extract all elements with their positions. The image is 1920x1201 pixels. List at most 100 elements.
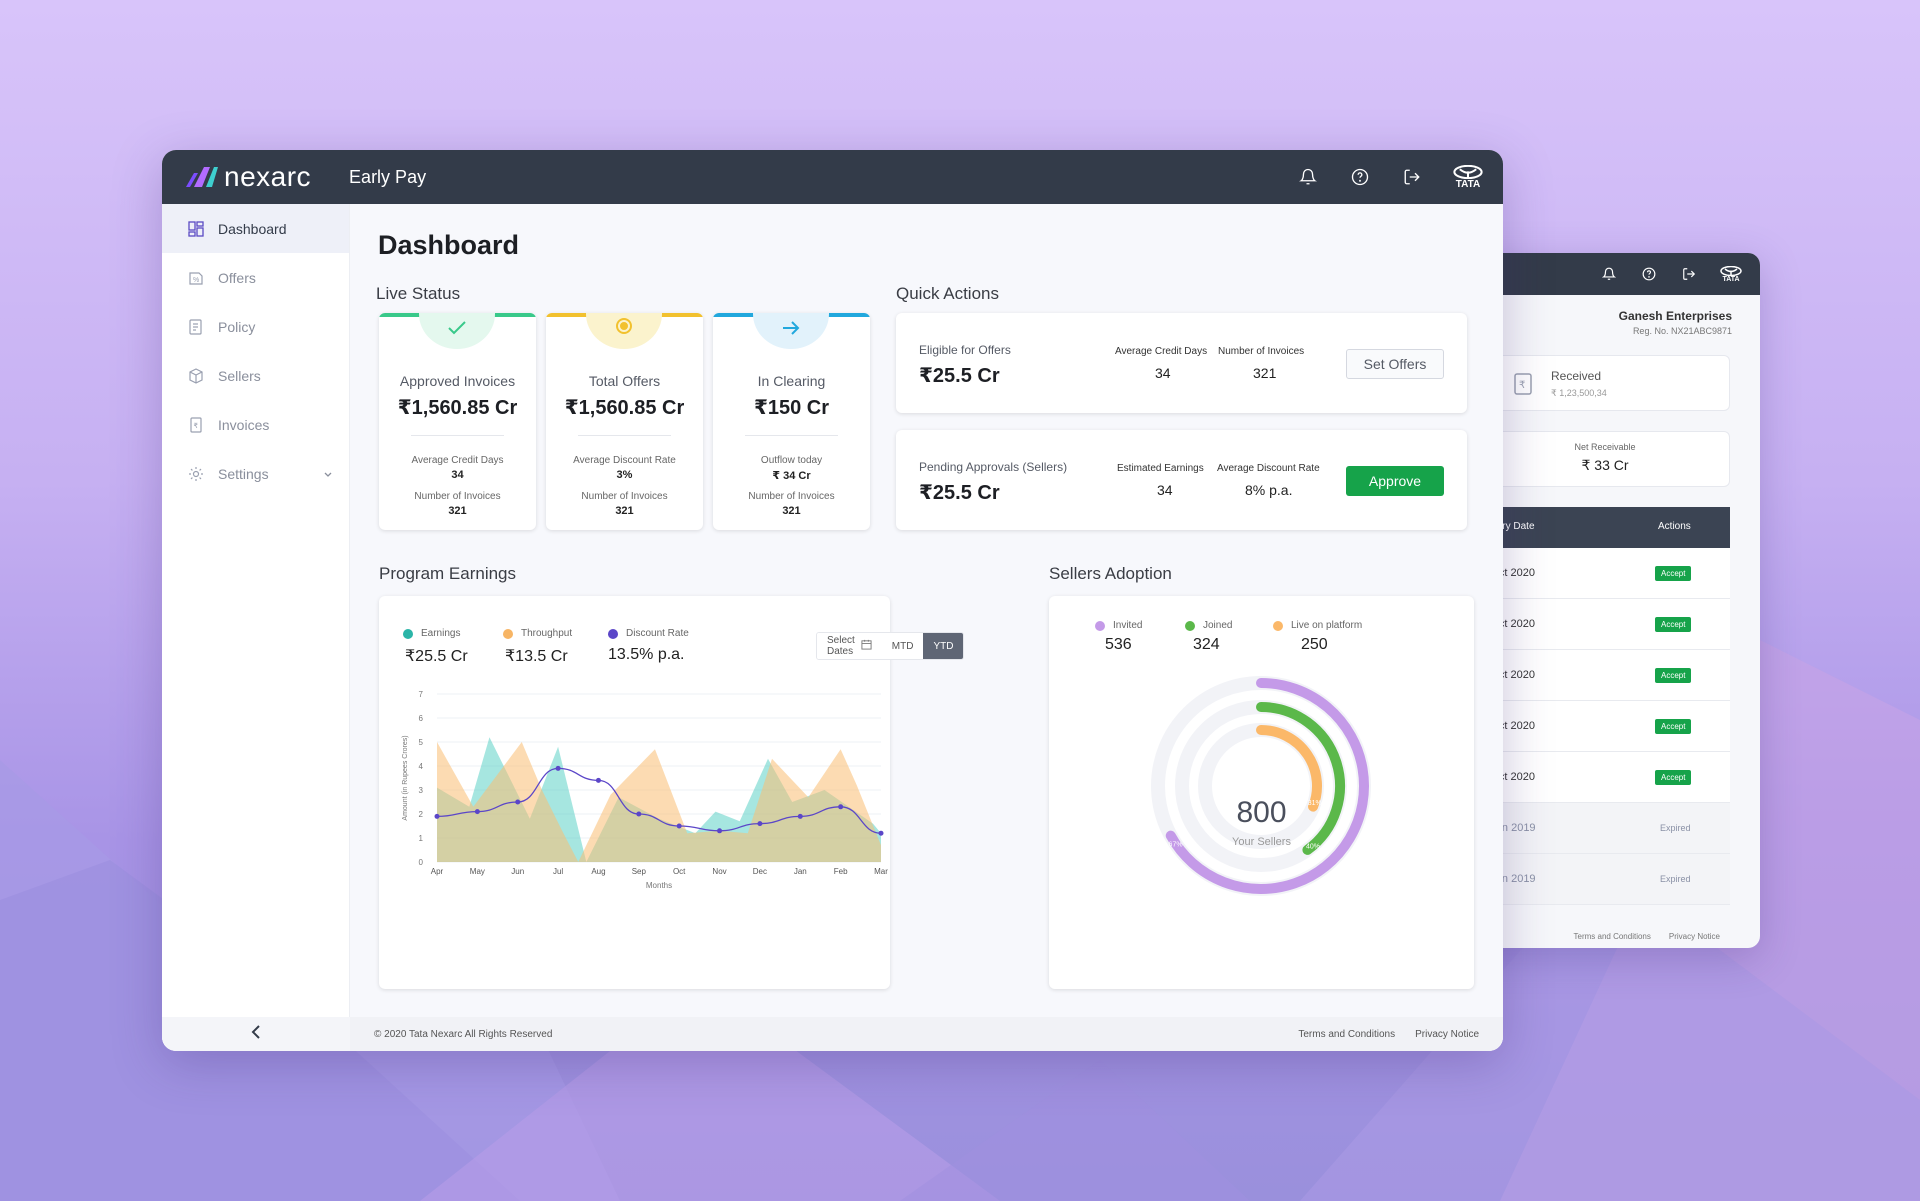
brand-logo[interactable]: nexarc: [186, 161, 311, 193]
qa-label: Eligible for Offers: [919, 343, 1011, 357]
legend-live-value: 250: [1301, 636, 1328, 653]
legend-invited: Invited: [1095, 620, 1142, 631]
approved-invoices-card[interactable]: Approved Invoices ₹1,560.85 Cr Average C…: [379, 313, 536, 530]
help-icon[interactable]: [1349, 166, 1371, 188]
card-sub-label: Number of Invoices: [748, 491, 835, 502]
discount-rate-point: [878, 830, 884, 836]
net-receivable-value: ₹ 33 Cr: [1581, 457, 1629, 473]
tata-logo: TATA: [1453, 164, 1483, 190]
sidebar-item-invoices[interactable]: ₹ Invoices: [162, 400, 349, 449]
legend-discount-rate-value: 13.5% p.a.: [608, 646, 685, 663]
qa-value: ₹25.5 Cr: [919, 482, 1000, 504]
discount-rate-point: [474, 809, 480, 815]
qa-stat-value: 8% p.a.: [1245, 482, 1293, 498]
accept-button[interactable]: Accept: [1655, 668, 1692, 683]
sidebar-item-sellers[interactable]: Sellers: [162, 351, 349, 400]
qa-stat-label: Average Discount Rate: [1217, 463, 1320, 474]
qa-stat-value: 34: [1155, 365, 1171, 381]
legend-live: Live on platform: [1273, 620, 1362, 631]
x-tick-label: May: [470, 867, 485, 876]
check-icon: [447, 320, 467, 341]
sidebar-item-offers[interactable]: % Offers: [162, 253, 349, 302]
discount-rate-point: [717, 828, 723, 834]
sidebar-item-label: Settings: [218, 465, 269, 482]
target-icon: [614, 316, 634, 341]
calendar-icon: [861, 639, 872, 653]
y-tick-label: 6: [419, 714, 424, 723]
invited-ring-arc: [1165, 678, 1369, 894]
program-earnings-title: Program Earnings: [379, 564, 517, 583]
set-offers-button[interactable]: Set Offers: [1346, 349, 1444, 379]
received-label: Received: [1551, 369, 1602, 383]
legend-throughput-value: ₹13.5 Cr: [505, 648, 568, 665]
copyright-text: © 2020 Tata Nexarc All Rights Reserved: [374, 1028, 553, 1040]
privacy-link[interactable]: Privacy Notice: [1668, 931, 1720, 941]
date-range-selector: Select Dates MTD YTD: [816, 632, 965, 660]
logout-icon[interactable]: [1401, 166, 1423, 188]
app-title: Early Pay: [349, 166, 427, 187]
dashboard-icon: [188, 220, 204, 237]
live-ring-arc: [1256, 725, 1322, 812]
logout-icon[interactable]: [1680, 265, 1698, 283]
accept-button[interactable]: Accept: [1655, 719, 1692, 734]
sidebar-item-label: Offers: [218, 269, 256, 286]
x-tick-label: Feb: [834, 867, 848, 876]
notification-bell-icon[interactable]: [1297, 166, 1319, 188]
legend-throughput: Throughput: [503, 628, 572, 639]
terms-link[interactable]: Terms and Conditions: [1298, 1028, 1396, 1040]
x-tick-label: Aug: [591, 867, 605, 876]
receipt-icon: ₹: [1513, 372, 1533, 401]
x-tick-label: Dec: [753, 867, 767, 876]
discount-rate-point: [838, 804, 844, 810]
card-sub-value: 34: [451, 469, 464, 481]
privacy-link[interactable]: Privacy Notice: [1415, 1028, 1479, 1040]
earnings-area-chart: 0 1 2 3 4 5 6 7 Apr May Jun Jul Aug Sep Oct Nov Dec Jan Fe…: [402, 690, 888, 890]
discount-rate-point: [636, 811, 642, 817]
discount-rate-point: [555, 765, 561, 771]
card-sub-value: 321: [782, 505, 801, 517]
net-receivable-label: Net Receivable: [1574, 442, 1636, 452]
sidebar-item-settings[interactable]: Settings: [162, 449, 349, 498]
main-content: Dashboard Live Status Quick Actions Appr…: [350, 204, 1503, 1051]
main-window: nexarc Early Pay TATA Dashboard: [162, 150, 1503, 1051]
policy-icon: [188, 318, 204, 335]
card-label: Total Offers: [588, 373, 661, 389]
ytd-tab[interactable]: YTD: [923, 633, 964, 659]
card-sub-label: Number of Invoices: [414, 491, 501, 502]
live-status-title: Live Status: [376, 284, 461, 303]
accept-button[interactable]: Accept: [1655, 566, 1692, 581]
sellers-icon: [188, 367, 204, 384]
sidebar-item-label: Policy: [218, 318, 256, 335]
total-offers-card[interactable]: Total Offers ₹1,560.85 Cr Average Discou…: [546, 313, 703, 530]
arrow-right-icon: [781, 320, 801, 341]
qa-stat-value: 321: [1253, 365, 1277, 381]
card-sub-label: Outflow today: [760, 455, 823, 466]
qa-stat-label: Estimated Earnings: [1117, 463, 1204, 474]
discount-rate-point: [515, 799, 521, 805]
invoices-icon: ₹: [188, 416, 204, 433]
qa-stat-label: Number of Invoices: [1218, 346, 1305, 357]
sidebar-item-dashboard[interactable]: Dashboard: [162, 204, 349, 253]
sidebar-item-policy[interactable]: Policy: [162, 302, 349, 351]
chevron-down-icon: [323, 467, 333, 483]
net-receivable-card: Net Receivable ₹ 33 Cr: [1480, 431, 1730, 487]
sellers-donut-chart: 67% 40% 31%: [1151, 676, 1371, 896]
card-sub-label: Average Discount Rate: [573, 455, 676, 466]
sidebar: Dashboard % Offers Policy Sellers ₹ Invo…: [162, 204, 350, 1051]
collapse-sidebar-button[interactable]: [162, 1017, 350, 1051]
y-axis-label: Amount (in Rupees Crores): [402, 735, 409, 820]
help-icon[interactable]: [1640, 265, 1658, 283]
mtd-tab[interactable]: MTD: [881, 633, 924, 659]
bell-icon[interactable]: [1600, 265, 1618, 283]
brand-name: nexarc: [224, 161, 312, 192]
discount-rate-point: [757, 821, 763, 827]
discount-rate-point: [797, 813, 803, 819]
qa-stat-value: 34: [1157, 482, 1173, 498]
select-dates-button[interactable]: Select Dates: [817, 633, 882, 659]
in-clearing-card[interactable]: In Clearing ₹150 Cr Outflow today ₹ 34 C…: [713, 313, 870, 530]
accept-button[interactable]: Accept: [1655, 770, 1692, 785]
y-tick-label: 2: [419, 810, 424, 819]
accept-button[interactable]: Accept: [1655, 617, 1692, 632]
approve-button[interactable]: Approve: [1346, 466, 1444, 496]
terms-link[interactable]: Terms and Conditions: [1573, 931, 1651, 941]
